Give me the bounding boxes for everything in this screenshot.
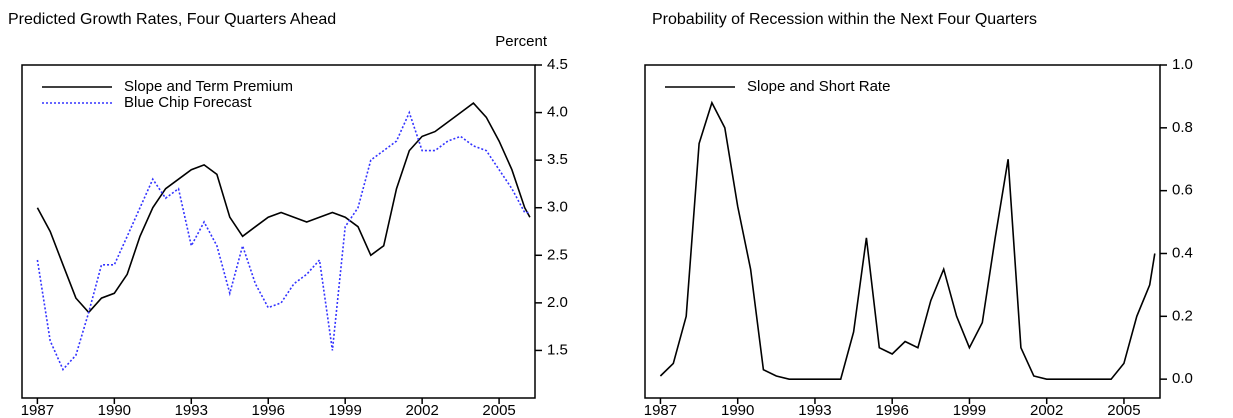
plot-frame <box>21 64 536 399</box>
y-tick-label: 2.0 <box>547 294 568 311</box>
y-tick-label: 0.2 <box>1172 307 1193 324</box>
y-tick-label: 0.6 <box>1172 182 1193 199</box>
y-tick-label: 2.5 <box>547 246 568 263</box>
legend-label: Blue Chip Forecast <box>124 94 252 111</box>
chart-title: Predicted Growth Rates, Four Quarters Ah… <box>8 11 336 28</box>
legend-label: Slope and Term Premium <box>124 78 293 95</box>
x-tick-label: 1993 <box>798 402 831 418</box>
x-tick-label: 1996 <box>252 402 285 418</box>
y-tick-label: 1.0 <box>1172 56 1193 73</box>
x-tick-label: 2005 <box>482 402 515 418</box>
y-tick-label: 0.0 <box>1172 370 1193 387</box>
y-tick-label: 3.5 <box>547 151 568 168</box>
x-tick-label: 1993 <box>175 402 208 418</box>
series-line <box>36 110 530 371</box>
x-tick-label: 2005 <box>1107 402 1140 418</box>
chart-title: Probability of Recession within the Next… <box>652 11 1037 28</box>
x-tick-label: 1990 <box>721 402 754 418</box>
y-axis-label: Percent <box>495 33 548 50</box>
y-tick-label: 4.5 <box>547 56 568 73</box>
y-tick-label: 0.4 <box>1172 244 1193 261</box>
x-tick-label: 1999 <box>953 402 986 418</box>
series-line <box>659 100 1156 380</box>
x-tick-label: 1990 <box>98 402 131 418</box>
x-tick-label: 1996 <box>876 402 909 418</box>
x-tick-label: 1987 <box>644 402 677 418</box>
y-tick-label: 1.5 <box>547 341 568 358</box>
x-tick-label: 1999 <box>329 402 362 418</box>
legend-label: Slope and Short Rate <box>747 78 890 95</box>
series-line <box>36 102 531 314</box>
x-tick-label: 1987 <box>21 402 54 418</box>
plot-frame <box>644 64 1161 399</box>
y-tick-label: 4.0 <box>547 104 568 121</box>
y-tick-label: 3.0 <box>547 199 568 216</box>
x-tick-label: 2002 <box>1030 402 1063 418</box>
x-tick-label: 2002 <box>405 402 438 418</box>
y-tick-label: 0.8 <box>1172 119 1193 136</box>
